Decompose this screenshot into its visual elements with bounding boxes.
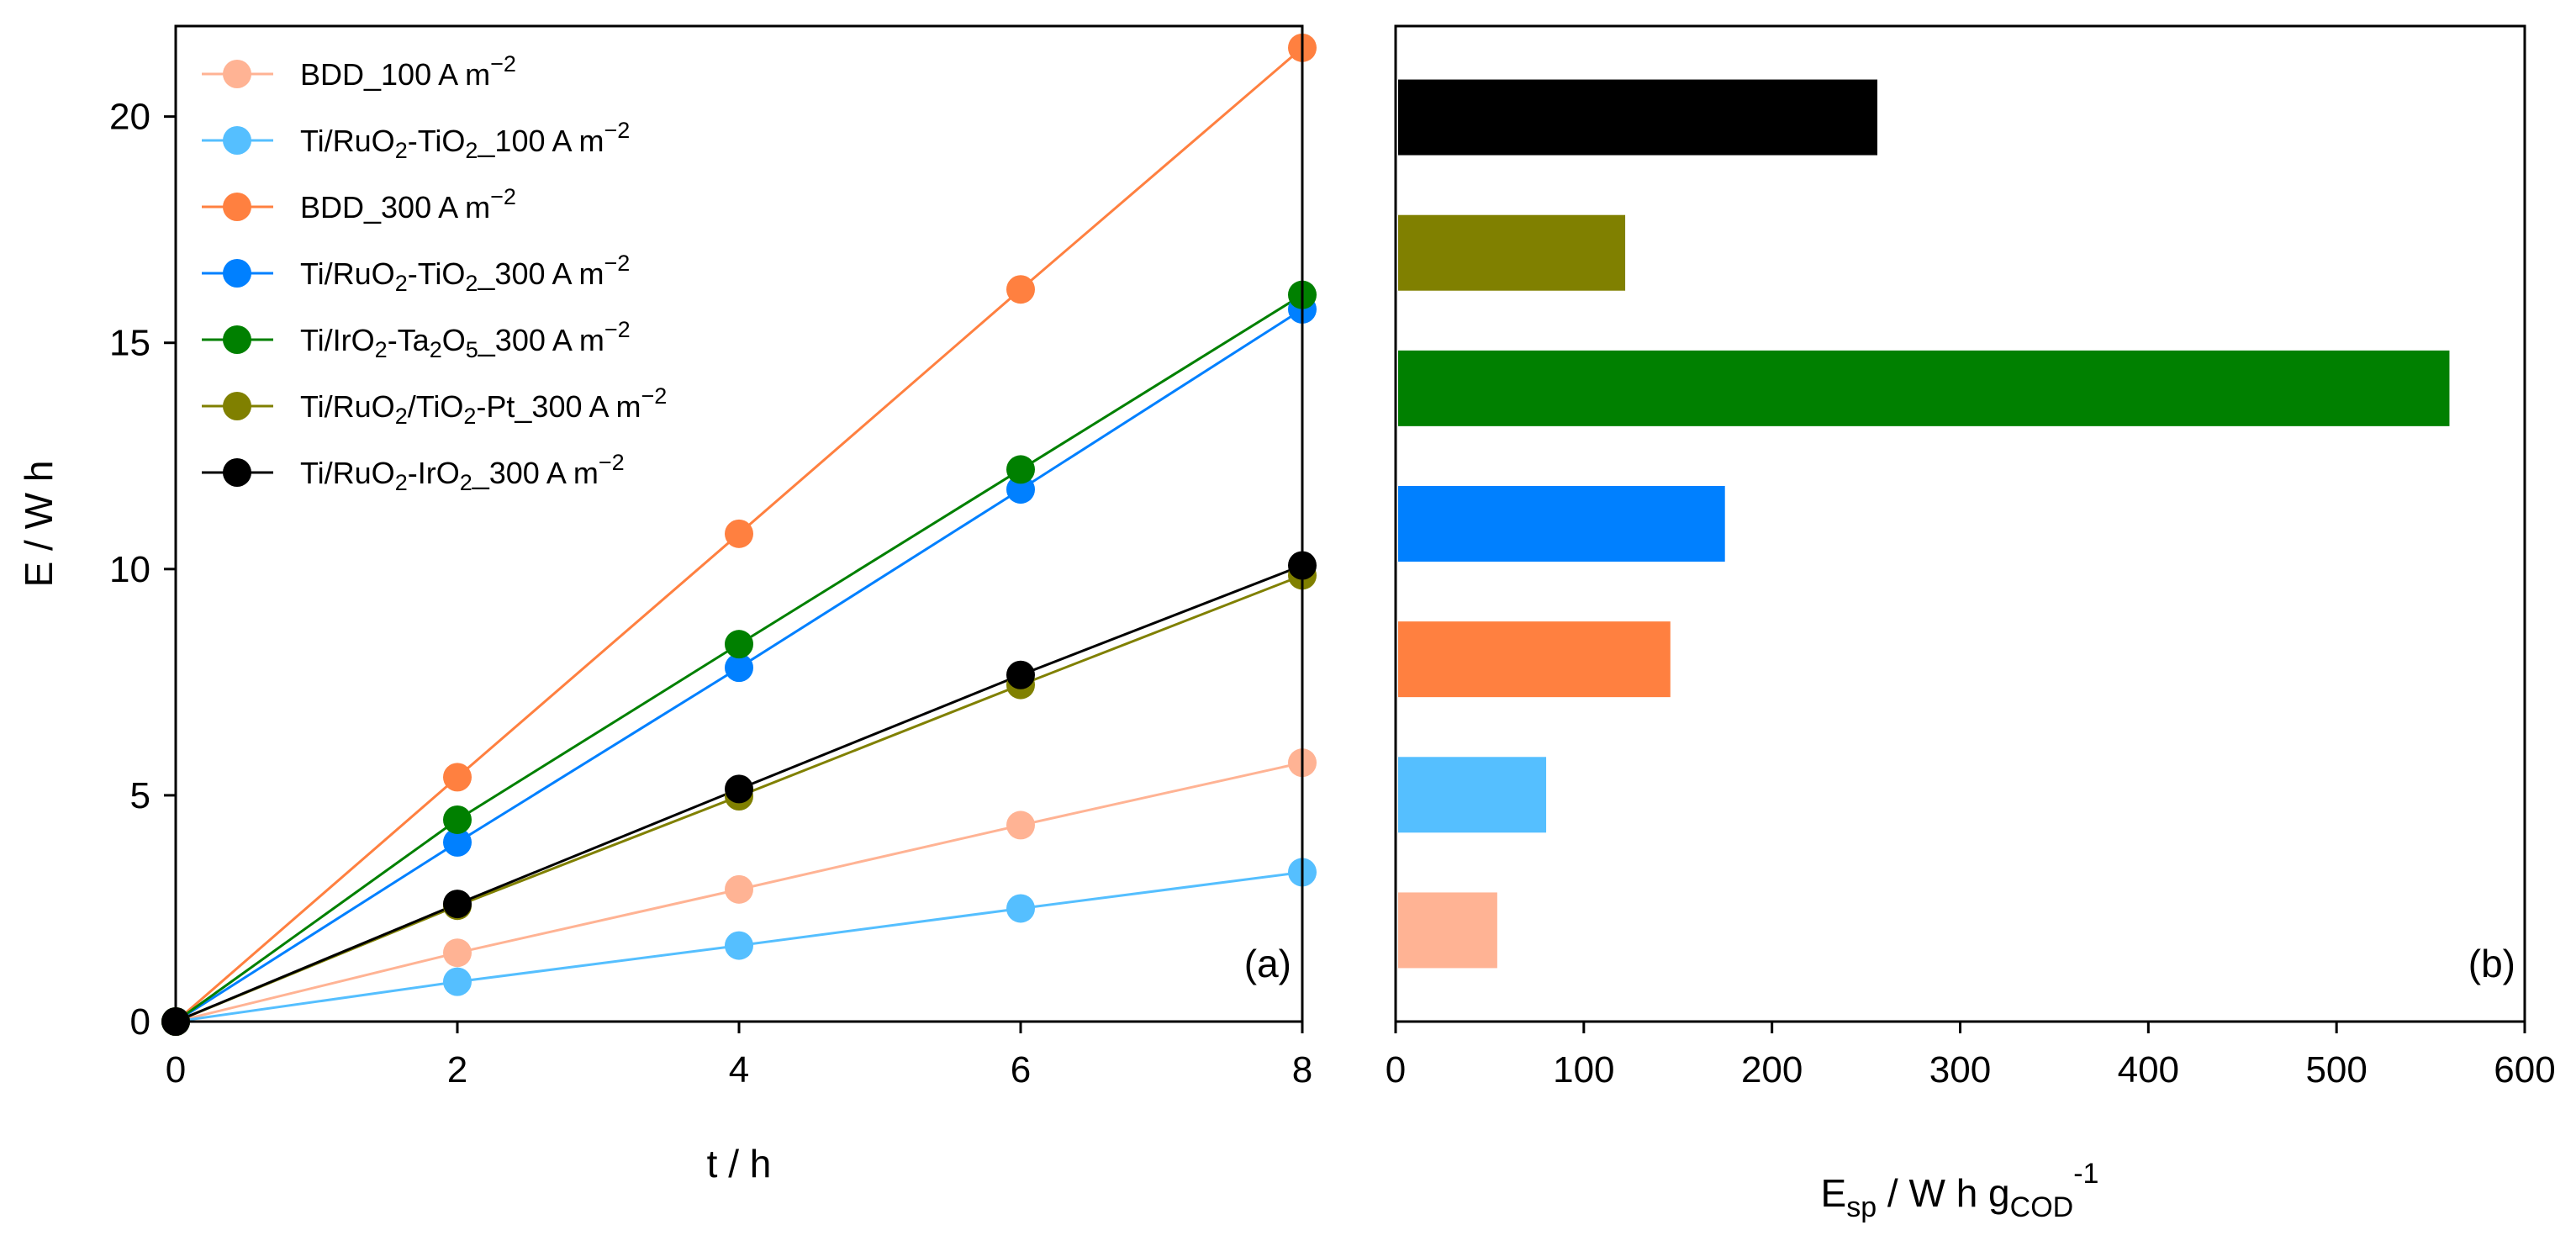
y-tick-label: 15 <box>109 323 150 364</box>
data-point <box>443 938 472 968</box>
legend-item: BDD_100 A m−2 <box>202 51 516 92</box>
x-tick-label: 400 <box>2118 1049 2179 1090</box>
legend-label: Ti/RuO2-TiO2_300 A m−2 <box>300 251 630 296</box>
data-point <box>443 763 472 792</box>
y-axis-ticks: 0 5 10 15 20 <box>109 97 176 1043</box>
x-axis-title-main: E <box>1821 1171 1847 1215</box>
data-point <box>725 774 753 804</box>
x-tick-label: 0 <box>166 1049 186 1090</box>
bar <box>1398 350 2450 426</box>
data-point <box>443 827 472 857</box>
x-axis-title-sub: sp <box>1846 1191 1877 1223</box>
y-tick-label: 20 <box>109 97 150 138</box>
legend-item: BDD_300 A m−2 <box>202 184 516 224</box>
legend-label: Ti/RuO2-IrO2_300 A m−2 <box>300 450 625 495</box>
x-tick-label: 500 <box>2305 1049 2367 1090</box>
x-tick-label: 200 <box>1741 1049 1803 1090</box>
data-point <box>1006 455 1035 484</box>
line-chart-panel: 0 2 4 6 8 0 5 10 15 20 t / h E / W h BDD_100 A m… <box>17 24 1317 1186</box>
data-point <box>443 890 472 919</box>
bars <box>1398 79 2450 969</box>
legend-label: Ti/IrO2-Ta2O5_300 A m−2 <box>300 317 631 362</box>
legend-marker <box>223 458 251 487</box>
data-point <box>725 630 753 659</box>
data-point <box>1006 811 1035 840</box>
data-point <box>1006 894 1035 923</box>
legend-item: Ti/IrO2-Ta2O5_300 A m−2 <box>202 317 631 362</box>
legend-label: Ti/RuO2-TiO2_100 A m−2 <box>300 118 630 163</box>
x-tick-label: 2 <box>447 1049 467 1090</box>
bar-chart-panel: 0 100 200 300 400 500 600 Esp / W h gCOD-1 (b) <box>1386 24 2556 1223</box>
legend-marker <box>223 60 251 88</box>
data-point <box>1006 660 1035 689</box>
legend-item: Ti/RuO2-IrO2_300 A m−2 <box>202 450 625 495</box>
x-tick-label: 600 <box>2494 1049 2555 1090</box>
x-tick-label: 6 <box>1011 1049 1031 1090</box>
bar <box>1398 757 1547 833</box>
data-point <box>725 874 753 904</box>
legend-marker <box>223 193 251 221</box>
x-axis-title-sup: -1 <box>2073 1158 2098 1190</box>
x-tick-label: 100 <box>1553 1049 1614 1090</box>
legend-label: BDD_100 A m−2 <box>300 51 516 92</box>
data-point <box>443 967 472 996</box>
legend-marker <box>223 392 251 420</box>
legend-item: Ti/RuO2-TiO2_300 A m−2 <box>202 251 630 296</box>
panel-label: (b) <box>2468 942 2515 985</box>
legend-label: Ti/RuO2/TiO2-Pt_300 A m−2 <box>300 383 667 429</box>
panel-label: (a) <box>1244 942 1291 985</box>
x-axis-title: t / h <box>707 1142 772 1186</box>
x-axis-title-mid: / W h g <box>1877 1171 2009 1215</box>
data-point <box>1006 275 1035 304</box>
y-tick-label: 0 <box>130 1001 150 1043</box>
y-tick-label: 10 <box>109 549 150 590</box>
legend-label: BDD_300 A m−2 <box>300 184 516 224</box>
data-point <box>725 931 753 960</box>
data-point <box>725 519 753 548</box>
legend-marker <box>223 325 251 354</box>
legend-marker <box>223 259 251 288</box>
legend-item: Ti/RuO2/TiO2-Pt_300 A m−2 <box>202 383 667 429</box>
data-point <box>1006 475 1035 504</box>
legend: BDD_100 A m−2 Ti/RuO2-TiO2_100 A m−2 BDD_3… <box>202 51 667 495</box>
data-point <box>725 653 753 683</box>
data-point <box>443 805 472 834</box>
y-tick-label: 5 <box>130 775 150 816</box>
x-axis-ticks: 0 2 4 6 8 <box>166 1022 1312 1090</box>
legend-item: Ti/RuO2-TiO2_100 A m−2 <box>202 118 630 163</box>
x-axis-title: Esp / W h gCOD-1 <box>1821 1158 2099 1223</box>
x-tick-label: 300 <box>1929 1049 1991 1090</box>
x-axis-ticks: 0 100 200 300 400 500 600 <box>1386 1022 2556 1090</box>
bar <box>1398 621 1671 698</box>
legend-marker <box>223 126 251 155</box>
bar <box>1398 892 1497 969</box>
x-axis-title-sub2: COD <box>2010 1191 2074 1223</box>
y-axis-title: E / W h <box>17 461 61 588</box>
bar <box>1398 486 1725 562</box>
bar <box>1398 214 1626 291</box>
x-tick-label: 8 <box>1292 1049 1312 1090</box>
x-tick-label: 4 <box>729 1049 749 1090</box>
x-tick-label: 0 <box>1386 1049 1406 1090</box>
bar <box>1398 79 1878 156</box>
